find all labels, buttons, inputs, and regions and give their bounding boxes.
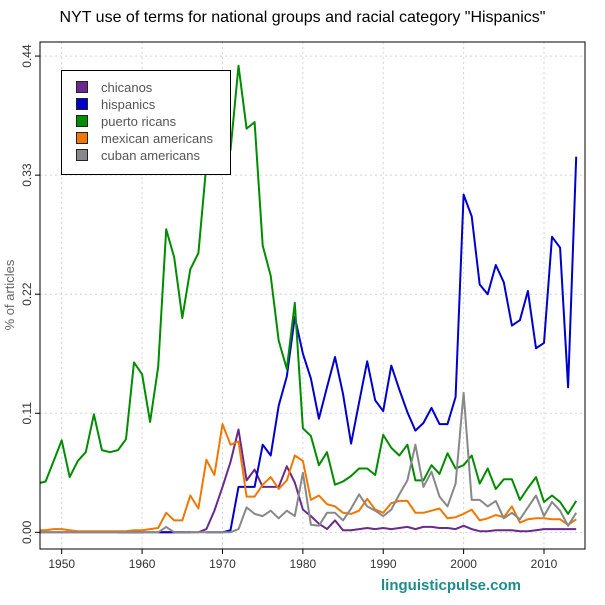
legend-swatch	[76, 81, 88, 93]
legend-label: puerto ricans	[101, 114, 177, 129]
series-lines	[40, 64, 578, 534]
plot-frame	[39, 41, 586, 550]
chart-title: NYT use of terms for national groups and…	[59, 9, 546, 26]
watermark: linguisticpulse.com	[381, 577, 522, 594]
legend-label: chicanos	[101, 80, 153, 95]
y-tick-label: 0.00	[20, 520, 34, 544]
x-tick-label: 1990	[370, 557, 397, 571]
legend-item-mexican-americans: mexican americans	[76, 131, 213, 149]
y-tick-label: 0.22	[20, 282, 34, 306]
legend-item-hispanics: hispanics	[76, 97, 155, 115]
series-line	[40, 64, 578, 515]
series-hispanics	[117, 156, 578, 534]
legend-item-cuban-americans: cuban americans	[76, 148, 200, 166]
y-tick-label: 0.11	[20, 402, 34, 425]
y-axis-ticks: 0.00 0.11 0.22 0.33 0.44	[20, 44, 40, 544]
legend: chicanos hispanics puerto ricans mexican…	[61, 70, 231, 175]
x-tick-label: 1970	[209, 557, 236, 571]
legend-label: cuban americans	[101, 148, 200, 163]
legend-item-puerto-ricans: puerto ricans	[76, 114, 176, 132]
series-line	[40, 391, 578, 534]
legend-label: hispanics	[101, 97, 156, 112]
legend-swatch	[76, 132, 88, 144]
x-tick-label: 2010	[531, 557, 558, 571]
series-line	[40, 423, 577, 533]
y-tick-label: 0.33	[20, 163, 34, 187]
x-tick-label: 1980	[290, 557, 317, 571]
legend-swatch	[76, 98, 88, 110]
series-line	[206, 156, 578, 534]
y-axis-label: % of articles	[2, 259, 17, 330]
legend-label: mexican americans	[101, 131, 213, 146]
legend-item-chicanos: chicanos	[76, 80, 152, 98]
x-axis-ticks: 1950 1960 1970 1980 1990 2000 2010	[48, 549, 558, 571]
series-mexican-americans	[40, 423, 577, 533]
x-tick-label: 1960	[129, 557, 156, 571]
x-tick-label: 1950	[48, 557, 75, 571]
legend-swatch	[76, 115, 88, 127]
y-tick-label: 0.44	[20, 44, 34, 68]
legend-swatch	[76, 149, 88, 161]
x-tick-label: 2000	[450, 557, 477, 571]
series-cuban-americans	[40, 391, 578, 534]
